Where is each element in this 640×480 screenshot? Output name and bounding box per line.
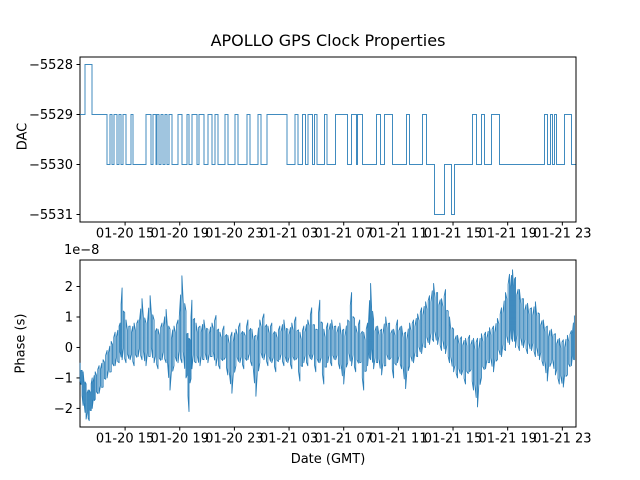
x-tick-label: 01-21 11 (369, 227, 427, 242)
x-tick-label: 01-21 07 (314, 227, 372, 242)
x-tick-label: 01-21 03 (260, 227, 318, 242)
chart-title: APOLLO GPS Clock Properties (210, 31, 446, 50)
y-tick-label: 0 (65, 341, 73, 356)
y-tick-label: −5528 (29, 58, 73, 73)
y-tick-label: 2 (65, 280, 73, 295)
y-tick-label: −5531 (29, 208, 73, 223)
x-tick-label: 01-21 23 (533, 432, 591, 447)
x-tick-label: 01-20 15 (96, 432, 154, 447)
x-tick-label: 01-21 15 (424, 227, 482, 242)
x-tick-label: 01-20 23 (205, 227, 263, 242)
dac-y-axis-label: DAC (15, 122, 31, 151)
y-tick-label: −1 (54, 371, 73, 386)
x-tick-label: 01-21 19 (478, 227, 536, 242)
x-tick-label: 01-21 11 (369, 432, 427, 447)
axes-frame (79, 56, 577, 223)
y-tick-label: −5530 (29, 158, 73, 173)
x-tick-label: 01-21 07 (314, 432, 372, 447)
x-tick-label: 01-20 19 (151, 227, 209, 242)
x-tick-label: 01-21 03 (260, 432, 318, 447)
x-tick-label: 01-20 23 (205, 432, 263, 447)
x-tick-label: 01-20 19 (151, 432, 209, 447)
y-tick-label: 1 (65, 310, 73, 325)
x-tick-label: 01-21 23 (533, 227, 591, 242)
y-tick-label: −2 (54, 402, 73, 417)
x-tick-label: 01-21 19 (478, 432, 536, 447)
axes-frame (79, 259, 577, 428)
phase-y-axis-label: Phase (s) (13, 313, 29, 374)
phase-offset-text: 1e−8 (64, 243, 100, 258)
phase-noise-line (79, 269, 575, 422)
x-tick-label: 01-20 15 (96, 227, 154, 242)
y-tick-label: −5529 (29, 108, 73, 123)
dac-step-line (80, 64, 576, 215)
x-axis-label: Date (GMT) (290, 452, 366, 467)
x-tick-label: 01-21 15 (424, 432, 482, 447)
